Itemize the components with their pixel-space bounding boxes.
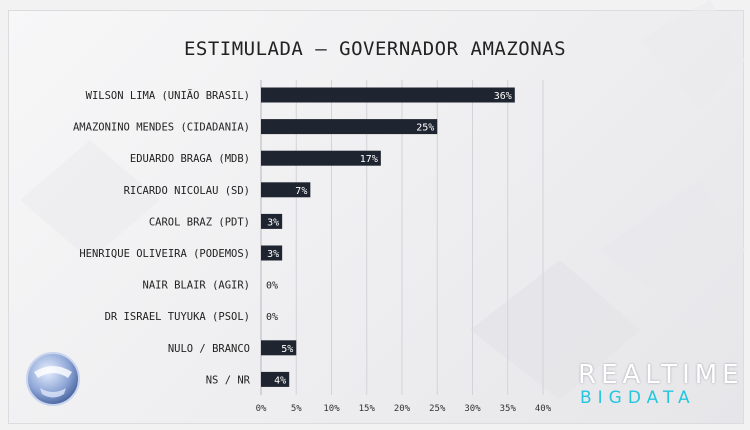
chart-title: ESTIMULADA – GOVERNADOR AMAZONAS	[183, 38, 567, 60]
x-tick-label: 10%	[323, 404, 340, 414]
x-tick-label: 15%	[359, 404, 376, 414]
x-tick-label: 25%	[429, 404, 446, 414]
bar	[261, 119, 438, 135]
category-label: NAIR BLAIR (AGIR)	[143, 280, 250, 292]
x-tick-label: 0%	[256, 404, 267, 414]
x-tick-label: 30%	[464, 404, 481, 414]
category-label: HENRIQUE OLIVEIRA (PODEMOS)	[79, 248, 250, 260]
data-label: 36%	[494, 91, 512, 102]
category-label: NULO / BRANCO	[168, 343, 250, 355]
bar	[261, 245, 283, 261]
category-label: WILSON LIMA (UNIÃO BRASIL)	[86, 89, 250, 102]
x-tick-label: 40%	[535, 404, 552, 414]
data-label: 5%	[281, 344, 293, 355]
category-label: NS / NR	[206, 374, 251, 386]
data-label: 3%	[267, 249, 279, 260]
bar	[261, 213, 283, 229]
data-label: 0%	[266, 281, 278, 292]
x-tick-label: 5%	[291, 404, 302, 414]
category-label: RICARDO NICOLAU (SD)	[124, 185, 250, 197]
x-tick-label: 20%	[394, 404, 411, 414]
x-tick-label: 35%	[500, 404, 517, 414]
category-label: EDUARDO BRAGA (MDB)	[130, 153, 250, 165]
bar	[261, 150, 381, 166]
bar	[261, 87, 515, 103]
data-label: 17%	[360, 154, 378, 165]
bigdata-logo-text: BIGDATA	[580, 388, 696, 408]
bar	[261, 371, 290, 387]
bar	[261, 182, 311, 198]
realtime-logo-text: REALTIME	[578, 360, 744, 390]
category-label: AMAZONINO MENDES (CIDADANIA)	[73, 122, 250, 134]
category-label: CAROL BRAZ (PDT)	[149, 216, 250, 228]
data-label: 3%	[267, 217, 279, 228]
category-label: DR ISRAEL TUYUKA (PSOL)	[105, 311, 250, 323]
data-label: 4%	[274, 375, 286, 386]
bar	[261, 340, 297, 356]
data-label: 0%	[266, 312, 278, 323]
data-label: 25%	[416, 123, 434, 134]
data-label: 7%	[295, 186, 307, 197]
broadcaster-logo	[26, 352, 80, 406]
